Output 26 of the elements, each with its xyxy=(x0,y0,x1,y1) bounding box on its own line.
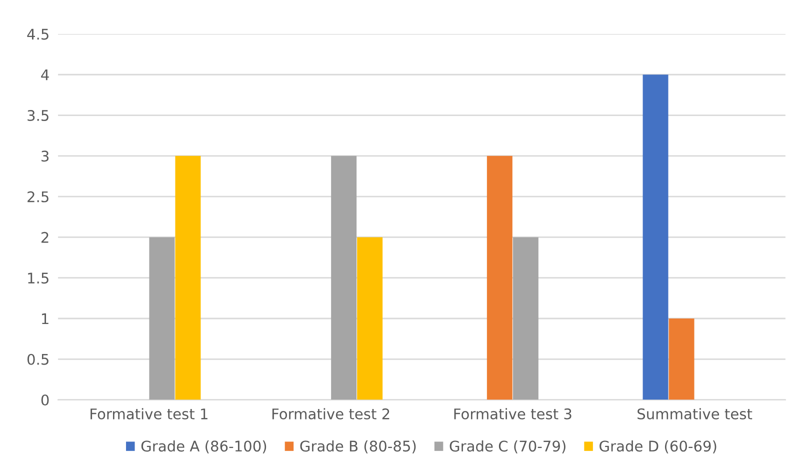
y-tick-label: 1.5 xyxy=(28,272,48,284)
legend-label: Grade D (60-69) xyxy=(600,440,716,454)
y-tick-label: 3.5 xyxy=(28,110,48,122)
bar xyxy=(486,156,512,400)
bar xyxy=(642,74,668,400)
bar xyxy=(175,156,201,400)
bar xyxy=(149,237,175,400)
bar xyxy=(331,156,357,400)
bar xyxy=(668,318,694,400)
bar xyxy=(357,237,383,400)
x-tick-label: Formative test 1 xyxy=(90,408,208,420)
x-tick-label: Summative test xyxy=(638,408,752,420)
y-tick-label: 2 xyxy=(41,232,48,243)
y-tick-label: 4.5 xyxy=(27,28,48,40)
legend-label: Grade A (86-100) xyxy=(141,440,266,454)
bar xyxy=(512,237,538,400)
y-tick-label: 1 xyxy=(42,313,48,324)
y-tick-label: 2.5 xyxy=(28,191,48,202)
legend-label: Grade C (70-79) xyxy=(450,440,566,454)
legend-label: Grade B (80-85) xyxy=(300,440,416,454)
x-tick-label: Formative test 2 xyxy=(272,408,390,420)
y-tick-label: 3 xyxy=(42,150,49,162)
y-tick-label: 0 xyxy=(41,394,49,406)
y-tick-label: 0.5 xyxy=(27,354,48,365)
x-tick-label: Formative test 3 xyxy=(454,408,572,420)
y-tick-label: 4 xyxy=(41,70,49,80)
